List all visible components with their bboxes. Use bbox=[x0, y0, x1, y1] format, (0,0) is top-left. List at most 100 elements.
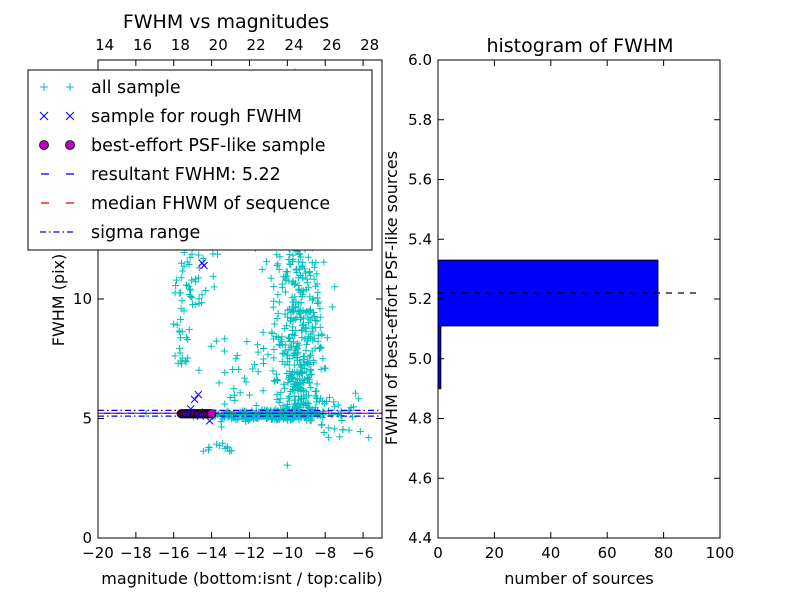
all-sample-point bbox=[319, 355, 327, 363]
all-sample-point bbox=[199, 447, 207, 455]
all-sample-point bbox=[236, 389, 244, 397]
all-sample-point bbox=[254, 341, 262, 349]
all-sample-point bbox=[294, 378, 302, 386]
all-sample-point bbox=[328, 411, 336, 419]
all-sample-point bbox=[274, 309, 282, 317]
all-sample-point bbox=[301, 362, 309, 370]
all-sample-point bbox=[254, 368, 262, 376]
all-sample-point bbox=[323, 398, 331, 406]
all-sample-point bbox=[304, 284, 312, 292]
all-sample-point bbox=[178, 297, 186, 305]
all-sample-point bbox=[311, 387, 319, 395]
all-sample-point bbox=[284, 306, 292, 314]
all-sample-point bbox=[345, 426, 353, 434]
all-sample-point bbox=[300, 287, 308, 295]
all-sample-point bbox=[188, 294, 196, 302]
rough-sample-point bbox=[200, 261, 208, 270]
all-sample-point bbox=[336, 433, 344, 441]
all-sample-point bbox=[331, 425, 339, 433]
all-sample-point bbox=[227, 447, 235, 455]
all-sample-point bbox=[307, 366, 315, 374]
all-sample-point bbox=[262, 258, 270, 266]
all-sample-point bbox=[270, 354, 278, 362]
all-sample-point bbox=[269, 303, 277, 311]
all-sample-point bbox=[221, 400, 229, 408]
y-tick-label: 5.8 bbox=[408, 111, 432, 129]
all-sample-point bbox=[288, 326, 296, 334]
all-sample-point bbox=[334, 401, 342, 409]
all-sample-point bbox=[328, 303, 336, 311]
all-sample-point bbox=[313, 270, 321, 278]
legend-marker bbox=[39, 140, 49, 150]
all-sample-point bbox=[307, 384, 315, 392]
legend-label: sample for rough FWHM bbox=[91, 107, 302, 127]
all-sample-point bbox=[276, 395, 284, 403]
all-sample-point bbox=[198, 291, 206, 299]
all-sample-point bbox=[177, 357, 185, 365]
legend-label: best-effort PSF-like sample bbox=[91, 136, 326, 156]
all-sample-point bbox=[258, 265, 266, 273]
all-sample-point bbox=[307, 333, 315, 341]
all-sample-point bbox=[207, 342, 215, 350]
psf-sample-point bbox=[207, 409, 217, 419]
scatter-panel: FWHM vs magnitudes −20 −18 −16 −14 −12 −10 −8−… bbox=[27, 11, 383, 588]
all-sample-point bbox=[195, 274, 203, 282]
all-sample-point bbox=[298, 292, 306, 300]
all-sample-point bbox=[313, 380, 321, 388]
all-sample-point bbox=[305, 379, 313, 387]
all-sample-point bbox=[295, 308, 303, 316]
all-sample-point bbox=[280, 350, 288, 358]
all-sample-point bbox=[273, 391, 281, 399]
all-sample-point bbox=[289, 251, 297, 259]
all-sample-point bbox=[293, 345, 301, 353]
all-sample-point bbox=[295, 416, 303, 424]
all-sample-point bbox=[289, 277, 297, 285]
legend-entry: all sample bbox=[40, 78, 181, 98]
top-tick-label: 20 bbox=[209, 36, 228, 54]
all-sample-point bbox=[292, 265, 300, 273]
all-sample-point bbox=[291, 352, 299, 360]
all-sample-point bbox=[223, 443, 231, 451]
all-sample-point bbox=[306, 417, 314, 425]
all-sample-point bbox=[234, 415, 242, 423]
all-sample-point bbox=[249, 365, 257, 373]
all-sample-point bbox=[315, 298, 323, 306]
all-sample-point bbox=[325, 424, 333, 432]
all-sample-point bbox=[317, 421, 325, 429]
legend-entry: sample for rough FWHM bbox=[39, 107, 302, 127]
all-sample-point bbox=[284, 268, 292, 276]
all-sample-point bbox=[305, 269, 313, 277]
all-sample-point bbox=[309, 308, 317, 316]
all-sample-point bbox=[294, 386, 302, 394]
all-sample-point bbox=[318, 331, 326, 339]
all-sample-point bbox=[316, 305, 324, 313]
all-sample-point bbox=[242, 378, 250, 386]
x-tick-label: −16 bbox=[158, 544, 190, 562]
all-sample-point bbox=[180, 307, 188, 315]
all-sample-point bbox=[252, 402, 260, 410]
all-sample-point bbox=[306, 272, 314, 280]
x-tick-label: 40 bbox=[541, 544, 560, 562]
top-tick-label: 26 bbox=[322, 36, 341, 54]
all-sample-point bbox=[322, 364, 330, 372]
all-sample-point bbox=[293, 266, 301, 274]
legend-label: sigma range bbox=[91, 223, 200, 243]
all-sample-point bbox=[348, 413, 356, 421]
all-sample-point bbox=[188, 250, 196, 258]
all-sample-point bbox=[303, 278, 311, 286]
all-sample-point bbox=[254, 348, 262, 356]
all-sample-point bbox=[188, 276, 196, 284]
all-sample-point bbox=[185, 282, 193, 290]
all-sample-point bbox=[189, 301, 197, 309]
all-sample-point bbox=[365, 434, 373, 442]
all-sample-point bbox=[297, 401, 305, 409]
all-sample-point bbox=[323, 334, 331, 342]
all-sample-point bbox=[260, 345, 268, 353]
x-tick-label: −12 bbox=[234, 544, 266, 562]
all-sample-point bbox=[280, 380, 288, 388]
all-sample-point bbox=[289, 316, 297, 324]
legend: all sample sample for rough FWHM best-effo… bbox=[27, 69, 373, 251]
all-sample-point bbox=[275, 298, 283, 306]
all-sample-point bbox=[298, 334, 306, 342]
all-sample-point bbox=[284, 351, 292, 359]
